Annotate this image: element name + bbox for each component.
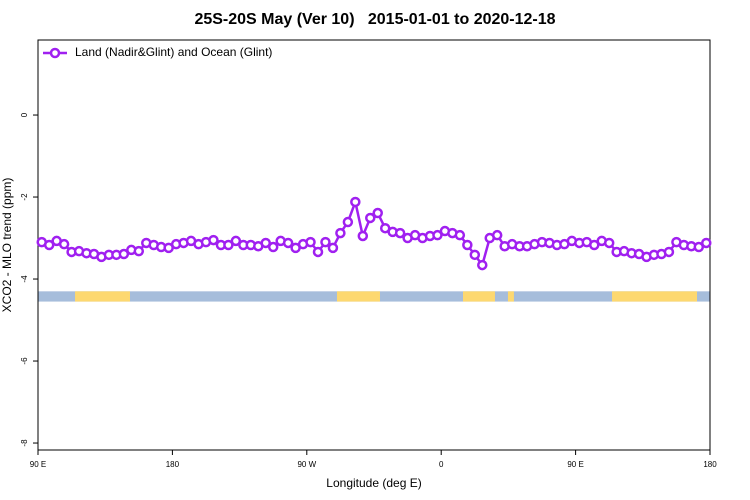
- series-point: [462, 239, 473, 251]
- series-point: [282, 237, 294, 249]
- x-tick-label: 180: [166, 460, 180, 469]
- land-band: [336, 291, 380, 302]
- series-point: [701, 237, 712, 249]
- series-point: [312, 246, 324, 258]
- series-point: [230, 235, 242, 247]
- series-point: [454, 229, 466, 241]
- series-point: [589, 239, 600, 251]
- land-band: [612, 291, 698, 302]
- x-axis-label: Longitude (deg E): [326, 476, 421, 490]
- series-point: [603, 237, 615, 249]
- x-tick-label: 0: [439, 460, 444, 469]
- y-tick-label: 0: [20, 112, 29, 117]
- series-point: [469, 249, 481, 261]
- series-point: [223, 239, 234, 251]
- x-tick-label: 180: [703, 460, 717, 469]
- legend-label: Land (Nadir&Glint) and Ocean (Glint): [75, 45, 272, 59]
- series-point: [58, 238, 70, 250]
- series-point: [372, 207, 383, 219]
- series-point: [477, 259, 488, 271]
- series-point: [320, 236, 331, 248]
- series-point: [394, 227, 406, 239]
- x-tick-label: 90 E: [30, 460, 46, 469]
- series-point: [693, 241, 705, 253]
- series-point: [342, 216, 354, 228]
- chart-title: 25S-20S May (Ver 10) 2015-01-01 to 2020-…: [194, 11, 555, 28]
- series-point: [432, 229, 443, 241]
- land-band: [75, 291, 130, 302]
- series-point: [335, 227, 346, 239]
- series-point: [267, 241, 279, 253]
- series-point: [133, 245, 145, 257]
- series-point: [491, 229, 503, 241]
- y-tick-label: -8: [20, 439, 29, 447]
- series-point: [357, 230, 369, 242]
- series-point: [663, 246, 675, 258]
- y-axis-label: XCO2 - MLO trend (ppm): [0, 178, 14, 313]
- legend-marker: [49, 47, 61, 59]
- land-band: [463, 291, 495, 302]
- series-point: [43, 239, 55, 251]
- y-tick-label: -4: [20, 275, 29, 283]
- series-point: [208, 234, 219, 246]
- x-tick-label: 90 W: [297, 460, 316, 469]
- series-point: [365, 212, 376, 224]
- series-point: [350, 196, 361, 208]
- y-tick-label: -6: [20, 357, 29, 365]
- x-tick-label: 90 E: [567, 460, 583, 469]
- y-tick-label: -2: [20, 193, 29, 201]
- land-band: [507, 291, 514, 302]
- series-point: [305, 236, 316, 248]
- series-point: [327, 242, 339, 254]
- series-point: [118, 248, 130, 260]
- series-point: [260, 237, 271, 249]
